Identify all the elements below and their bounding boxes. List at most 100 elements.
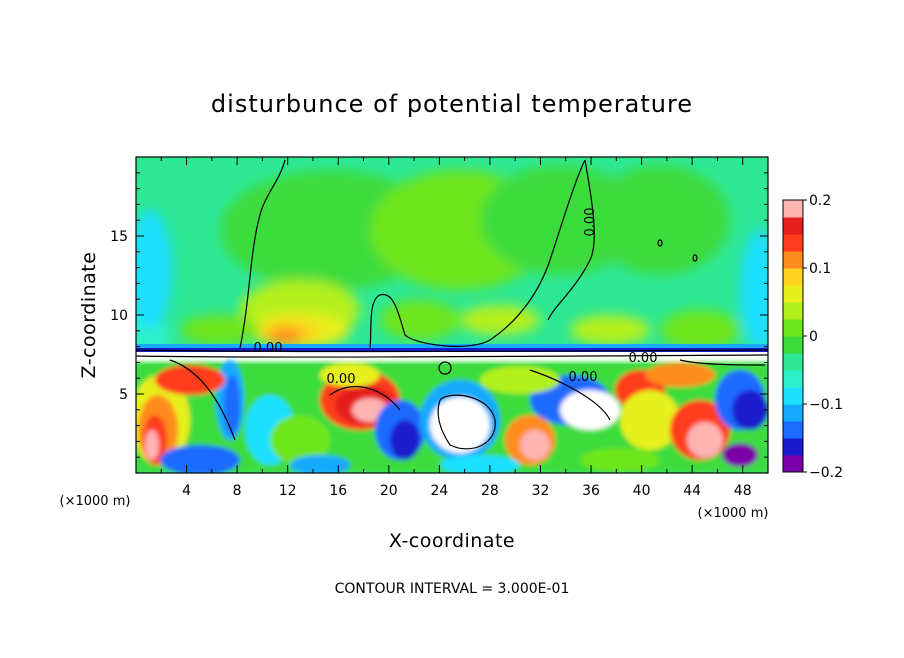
colorbar-tick-label: 0.1	[809, 261, 831, 277]
field-patch	[740, 230, 768, 350]
small-contour	[692, 254, 698, 262]
field-band	[136, 348, 768, 352]
x-tick-label: 32	[532, 483, 550, 499]
x-tick-label: 12	[279, 483, 297, 499]
field-patch	[590, 165, 730, 275]
x-tick-label: 40	[633, 483, 651, 499]
small-contour	[657, 239, 663, 247]
colorbar-swatch	[783, 455, 803, 473]
colorbar-tick-label: 0	[809, 329, 818, 345]
field-patch	[480, 366, 560, 394]
x-unit-right: (×1000 m)	[698, 506, 769, 521]
field-patch	[380, 300, 460, 340]
0.00-contour-left	[239, 159, 286, 349]
contour-label: 0.00	[327, 372, 356, 387]
x-unit-left: (×1000 m)	[60, 494, 131, 509]
colorbar-swatch	[783, 302, 803, 320]
field-patch	[660, 310, 740, 350]
colorbar-swatch	[783, 387, 803, 405]
inversion-contour-lower	[136, 354, 768, 358]
field-patch	[430, 397, 490, 453]
colorbar-tick-label: 0.2	[809, 193, 831, 209]
0.00-contour-right	[547, 159, 595, 321]
field-patch	[270, 415, 330, 465]
y-tick-label: 5	[119, 387, 128, 403]
colorbar: 0.2 0.1 0 −0.1 −0.2	[782, 193, 843, 481]
colorbar-swatch	[783, 336, 803, 354]
colorbar-swatch	[783, 353, 803, 371]
field-patch	[580, 448, 660, 472]
small-contour	[438, 361, 452, 375]
colorbar-swatch	[783, 251, 803, 269]
field-patch	[155, 365, 225, 395]
lower-contour	[169, 359, 236, 441]
field-lower-layer	[136, 360, 768, 473]
field-band	[136, 352, 768, 364]
contour-label: 0.00	[583, 208, 598, 237]
x-tick-label: 36	[582, 483, 600, 499]
lower-contour	[679, 359, 766, 366]
temperature-field	[136, 157, 768, 473]
colorbar-tick-label: −0.2	[809, 465, 843, 481]
inversion-layer	[136, 344, 768, 364]
contour-label: 0.00	[254, 341, 283, 356]
field-patch	[722, 443, 758, 467]
y-tick-label: 15	[110, 229, 128, 245]
field-patch	[180, 315, 260, 345]
field-patch	[560, 390, 620, 430]
colorbar-swatch	[783, 200, 803, 218]
x-tick-label: 48	[734, 483, 752, 499]
contour-lines	[136, 159, 768, 450]
colorbar-swatch	[783, 319, 803, 337]
field-upper-layer	[136, 165, 768, 366]
field-patch	[645, 363, 715, 387]
lower-contour	[329, 386, 401, 411]
field-patch	[136, 210, 172, 330]
colorbar-swatch	[783, 370, 803, 388]
field-patch	[160, 445, 240, 473]
0.00-contour-upper	[369, 159, 586, 349]
field-patch	[145, 430, 159, 460]
x-tick-label: 44	[683, 483, 701, 499]
x-tick-label: 20	[380, 483, 398, 499]
y-axis-label: Z-coordinate	[78, 252, 100, 379]
x-axis: 4 8 12 16 20 24 28 32 36 40 44 48	[160, 157, 752, 499]
x-tick-label: 16	[329, 483, 347, 499]
field-patch	[732, 390, 768, 430]
chart-title: disturbunce of potential temperature	[211, 90, 693, 118]
contour-label: 0.00	[569, 370, 598, 385]
colorbar-swatch	[783, 285, 803, 303]
lower-contour	[529, 369, 611, 421]
x-tick-label: 4	[182, 483, 191, 499]
field-patch	[224, 375, 240, 435]
colorbar-swatch	[783, 234, 803, 252]
field-patch	[520, 430, 550, 460]
field-patch	[390, 420, 420, 460]
colorbar-swatch	[783, 217, 803, 235]
contour-interval-note: CONTOUR INTERVAL = 3.000E-01	[335, 581, 570, 597]
inversion-contour	[136, 349, 768, 353]
colorbar-swatch	[783, 438, 803, 456]
colorbar-swatch	[783, 421, 803, 439]
field-patch	[687, 422, 723, 458]
field-patch	[267, 328, 303, 344]
x-tick-label: 24	[430, 483, 448, 499]
colorbar-tick-label: −0.1	[809, 397, 843, 413]
x-tick-label: 28	[481, 483, 499, 499]
field-patch	[290, 455, 350, 473]
y-tick-label: 10	[110, 308, 128, 324]
lower-contour	[437, 394, 496, 450]
colorbar-swatch	[783, 268, 803, 286]
field-patch	[620, 390, 680, 450]
field-patch	[320, 363, 380, 387]
y-axis: 5 10 15	[110, 172, 768, 458]
field-patch	[570, 315, 650, 345]
contour-label: 0.00	[629, 351, 658, 366]
colorbar-swatch	[783, 404, 803, 422]
contour-labels: 0.00 0.00 0.00 0.00 0.00	[254, 208, 658, 387]
x-tick-label: 8	[233, 483, 242, 499]
x-axis-label: X-coordinate	[389, 530, 515, 552]
field-patch	[440, 455, 520, 473]
